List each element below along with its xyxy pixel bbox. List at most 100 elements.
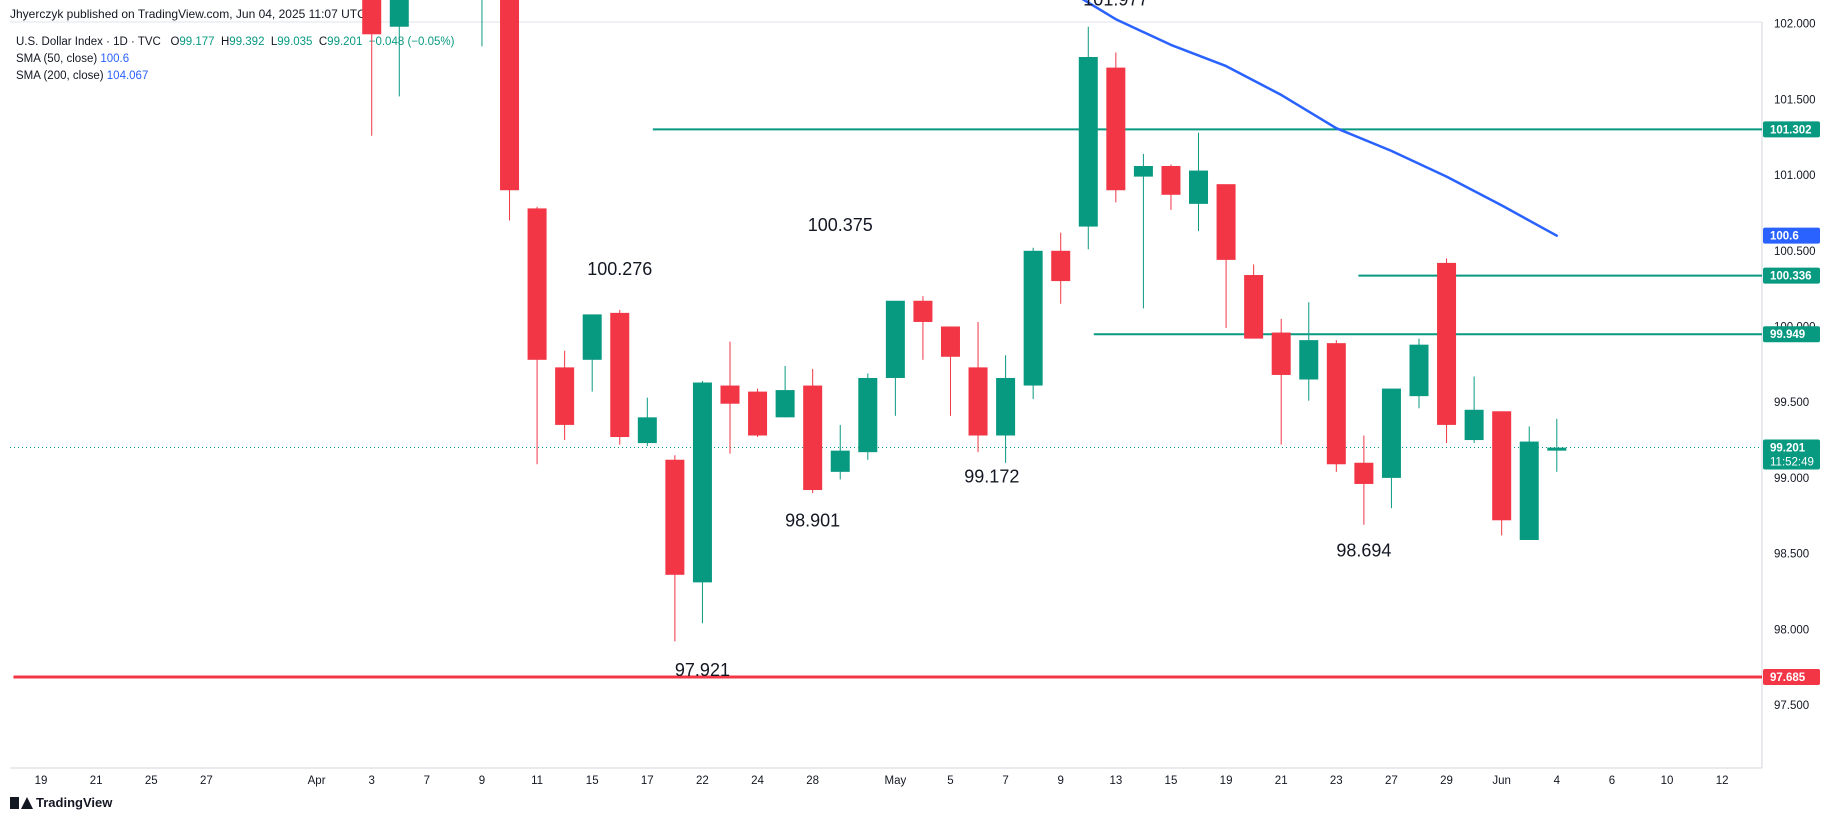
price-axis-label: 100.6 — [1770, 231, 1799, 243]
candle-up — [1189, 132, 1209, 232]
candle-body — [1078, 57, 1098, 227]
candle-body — [748, 391, 768, 436]
candle-body — [803, 385, 823, 491]
chart-legend: U.S. Dollar Index · 1D · TVC O99.177 H99… — [16, 34, 454, 85]
candle-body — [692, 382, 712, 583]
x-tick-label: 17 — [641, 775, 654, 787]
x-tick-label: 9 — [479, 775, 485, 787]
candle-up — [1299, 302, 1319, 401]
price-axis-label: 101.302 — [1770, 124, 1812, 136]
candle-body — [1437, 262, 1457, 425]
candle-up — [1409, 338, 1429, 409]
candle-body — [500, 0, 520, 191]
sma200-label: SMA (200, close) — [16, 70, 104, 82]
candle-body — [775, 390, 795, 418]
high-value: 99.392 — [229, 36, 265, 48]
candle-body — [1381, 388, 1401, 478]
candle-body — [1271, 332, 1291, 375]
price-axis-label-bg — [1763, 227, 1820, 244]
sma50-line — [1081, 0, 1559, 237]
price-chart[interactable]: 97.50098.00098.50099.00099.500100.000100… — [0, 0, 1835, 790]
candle-body — [1299, 340, 1319, 380]
x-tick-label: 7 — [1002, 775, 1008, 787]
candle-body — [858, 377, 878, 453]
candle-down — [665, 455, 685, 642]
candle-up — [637, 397, 657, 447]
candle-down — [720, 341, 740, 454]
candle-body — [610, 312, 630, 438]
symbol-label: U.S. Dollar Index · 1D · TVC — [16, 36, 161, 48]
candle-body — [913, 300, 933, 322]
x-tick-label: 25 — [145, 775, 158, 787]
x-tick-label: 24 — [751, 775, 764, 787]
tradingview-logo-icon — [10, 796, 33, 809]
candle-body — [1133, 166, 1153, 177]
x-tick-label: 21 — [1275, 775, 1288, 787]
price-annotation: 100.276 — [587, 259, 652, 279]
candle-body — [362, 0, 382, 35]
candle-up — [389, 0, 409, 97]
candle-up — [1133, 153, 1153, 309]
candle-down — [940, 326, 960, 416]
candle-down — [913, 296, 933, 360]
candle-up — [582, 314, 602, 392]
candle-body — [885, 300, 905, 378]
x-tick-label: 29 — [1440, 775, 1453, 787]
candle-down — [803, 368, 823, 494]
published-header: Jhyerczyk published on TradingView.com, … — [10, 7, 366, 21]
candle-up — [830, 424, 850, 480]
low-value: 99.035 — [277, 36, 313, 48]
candle-down — [610, 309, 630, 445]
candle-body — [1354, 462, 1374, 484]
x-tick-label: 21 — [90, 775, 103, 787]
candle-down — [1271, 318, 1291, 445]
x-tick-label: 15 — [1165, 775, 1178, 787]
candle-body — [1492, 411, 1512, 521]
price-axis-label: 97.685 — [1770, 672, 1806, 684]
x-tick-label: 27 — [200, 775, 213, 787]
y-tick-label: 98.500 — [1774, 549, 1809, 561]
candle-up — [885, 300, 905, 416]
candle-body — [1023, 250, 1043, 386]
candle-down — [1051, 232, 1071, 304]
x-tick-label: 7 — [424, 775, 430, 787]
x-tick-label: May — [884, 775, 906, 787]
x-tick-label: 22 — [696, 775, 709, 787]
symbol-row: U.S. Dollar Index · 1D · TVC O99.177 H99… — [16, 34, 454, 51]
x-tick-label: 15 — [586, 775, 599, 787]
candle-up — [1078, 26, 1098, 250]
candle-body — [389, 0, 409, 27]
close-value: 99.201 — [327, 36, 363, 48]
candle-down — [1354, 435, 1374, 525]
x-tick-label: 23 — [1330, 775, 1343, 787]
sma50-value: 100.6 — [100, 53, 130, 65]
candle-body — [637, 417, 657, 444]
y-tick-label: 101.000 — [1774, 170, 1816, 182]
candle-up — [1464, 376, 1484, 444]
change-value: −0.048 (−0.05%) — [368, 36, 455, 48]
candle-down — [748, 388, 768, 438]
candle-down — [527, 206, 547, 465]
x-tick-label: Apr — [308, 775, 326, 787]
x-tick-label: 4 — [1554, 775, 1561, 787]
candle-body — [1409, 344, 1429, 397]
candle-down — [1216, 184, 1236, 329]
price-annotation: 100.375 — [808, 215, 873, 235]
candle-down — [362, 0, 382, 136]
y-tick-label: 101.500 — [1774, 94, 1816, 106]
x-tick-label: 9 — [1058, 775, 1064, 787]
candle-body — [582, 314, 602, 360]
candle-down — [1161, 164, 1181, 210]
y-tick-label: 98.000 — [1774, 624, 1809, 636]
x-tick-label: 13 — [1109, 775, 1122, 787]
candle-down — [1106, 52, 1126, 203]
sma50-row[interactable]: SMA (50, close) 100.6 — [16, 51, 454, 68]
price-annotation: 97.921 — [675, 660, 730, 680]
candle-body — [968, 367, 988, 436]
candle-up — [1023, 247, 1043, 400]
y-tick-label: 99.000 — [1774, 473, 1809, 485]
tradingview-footer[interactable]: TradingView — [10, 795, 112, 810]
sma200-row[interactable]: SMA (200, close) 104.067 — [16, 68, 454, 85]
low-label: L — [270, 36, 278, 48]
open-value: 99.177 — [179, 36, 215, 48]
